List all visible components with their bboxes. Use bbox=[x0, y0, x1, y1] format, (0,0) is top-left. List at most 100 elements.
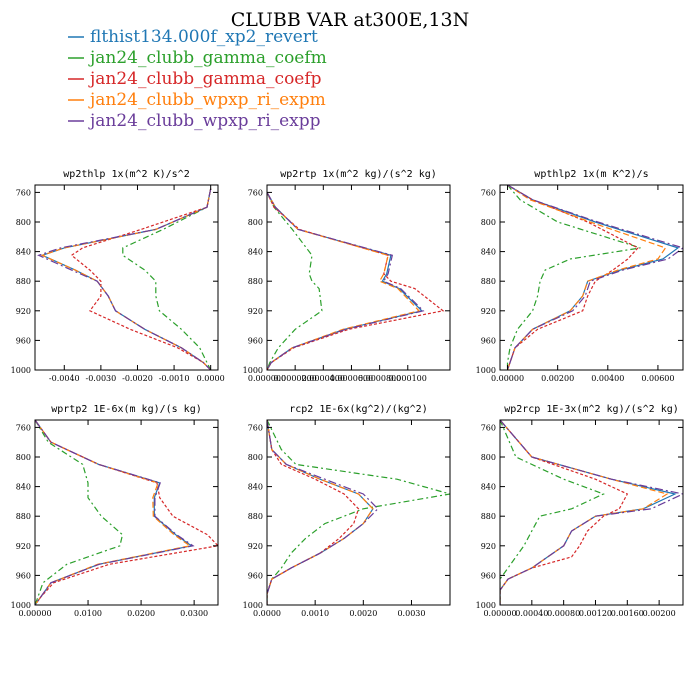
y-tick-label: 840 bbox=[481, 483, 496, 492]
x-tick-label: 0.0030 bbox=[397, 609, 425, 618]
y-tick-label: 840 bbox=[16, 483, 31, 492]
series-line bbox=[500, 420, 669, 605]
x-tick-label: 0.0010 bbox=[301, 609, 329, 618]
x-tick-label: 0.000000 bbox=[248, 374, 286, 383]
y-tick-label: 1000 bbox=[243, 366, 263, 375]
y-tick-label: 880 bbox=[248, 277, 263, 286]
series-line bbox=[506, 185, 680, 370]
y-tick-label: 760 bbox=[16, 188, 31, 197]
series-line bbox=[500, 420, 677, 605]
x-tick-label: 0.0000800 bbox=[358, 374, 401, 383]
series-line bbox=[35, 420, 124, 605]
plot-frame bbox=[499, 184, 684, 371]
x-tick-label: 0.0000200 bbox=[274, 374, 317, 383]
series-line bbox=[506, 185, 641, 370]
x-tick-label: -0.0020 bbox=[122, 374, 153, 383]
x-tick-label: 0.0000 bbox=[253, 609, 281, 618]
y-tick-label: 760 bbox=[248, 423, 263, 432]
legend-label: jan24_clubb_wpxp_ri_expp bbox=[88, 111, 321, 131]
y-tick-label: 800 bbox=[248, 218, 263, 227]
x-tick-label: 0.00200 bbox=[541, 374, 574, 383]
x-tick-label: 0.00600 bbox=[641, 374, 674, 383]
panel: wp2rtp 1x(m^2 kg)/(s^2 kg) 760 800 840 880 92… bbox=[243, 169, 451, 383]
x-tick-label: 0.00040 bbox=[515, 609, 548, 618]
plot-frame bbox=[34, 184, 219, 371]
x-tick-label: 0.00000 bbox=[18, 609, 51, 618]
legend-item: jan24_clubb_gamma_coefm bbox=[68, 48, 327, 68]
y-tick-label: 800 bbox=[16, 453, 31, 462]
panel-title: wpthlp2 1x(m K^2)/s bbox=[534, 169, 648, 180]
plot-frame bbox=[266, 184, 451, 371]
x-tick-label: 0.00000 bbox=[483, 609, 516, 618]
series-line bbox=[267, 192, 425, 370]
y-tick-label: 880 bbox=[248, 512, 263, 521]
legend-item: jan24_clubb_wpxp_ri_expm bbox=[68, 90, 326, 110]
y-tick-label: 960 bbox=[481, 571, 496, 580]
y-tick-label: 920 bbox=[481, 542, 496, 551]
series-group bbox=[506, 185, 683, 370]
legend-item: jan24_clubb_gamma_coefp bbox=[68, 69, 322, 89]
x-tick-label: 0.00080 bbox=[547, 609, 580, 618]
x-tick-label: 0.0100 bbox=[74, 609, 102, 618]
y-tick-label: 960 bbox=[16, 336, 31, 345]
y-tick-label: 880 bbox=[481, 277, 496, 286]
y-tick-label: 920 bbox=[248, 542, 263, 551]
y-tick-label: 800 bbox=[481, 453, 496, 462]
panel: wp2rcp 1E-3x(m^2 kg)/(s^2 kg) 760 800 840 88… bbox=[476, 404, 684, 618]
x-tick-label: -0.0040 bbox=[49, 374, 80, 383]
y-tick-label: 920 bbox=[248, 307, 263, 316]
series-line bbox=[267, 192, 445, 370]
panel: wpthlp2 1x(m K^2)/s 760 800 840 880 920 960 100… bbox=[476, 169, 684, 383]
panel: rcp2 1E-6x(kg^2)/(kg^2) 760 800 840 880 920 96… bbox=[243, 404, 451, 618]
y-tick-label: 960 bbox=[16, 571, 31, 580]
y-tick-label: 880 bbox=[16, 512, 31, 521]
y-tick-label: 760 bbox=[481, 188, 496, 197]
figure-title: CLUBB VAR at300E,13N bbox=[231, 9, 470, 31]
series-group bbox=[35, 420, 218, 605]
panel-title: wp2rtp 1x(m^2 kg)/(s^2 kg) bbox=[280, 169, 437, 180]
plot-frame bbox=[499, 419, 684, 606]
series-line bbox=[267, 192, 323, 370]
series-line bbox=[122, 188, 212, 370]
series-line bbox=[35, 420, 195, 605]
series-group bbox=[37, 188, 212, 370]
y-tick-label: 760 bbox=[481, 423, 496, 432]
x-tick-label: 0.00160 bbox=[611, 609, 644, 618]
legend-item: flthist134.000f_xp2_revert bbox=[68, 27, 318, 47]
plot-frame bbox=[266, 419, 451, 606]
x-tick-label: 0.00400 bbox=[591, 374, 624, 383]
y-tick-label: 920 bbox=[16, 542, 31, 551]
y-tick-label: 840 bbox=[16, 248, 31, 257]
x-tick-label: 0.0000600 bbox=[330, 374, 373, 383]
y-tick-label: 880 bbox=[16, 277, 31, 286]
series-line bbox=[506, 185, 667, 370]
legend-label: jan24_clubb_gamma_coefm bbox=[88, 48, 327, 68]
series-line bbox=[500, 420, 683, 605]
series-line bbox=[506, 185, 683, 370]
plot-frame bbox=[34, 419, 219, 606]
panels: wp2thlp 1x(m^2 K)/s^2 760 800 840 880 920 960 1… bbox=[11, 169, 684, 618]
legend-label: jan24_clubb_gamma_coefp bbox=[88, 69, 322, 89]
x-tick-label: 0.000100 bbox=[389, 374, 427, 383]
series-group bbox=[267, 192, 445, 370]
legend: flthist134.000f_xp2_revertjan24_clubb_ga… bbox=[68, 27, 327, 131]
y-tick-label: 880 bbox=[481, 512, 496, 521]
y-tick-label: 800 bbox=[16, 218, 31, 227]
series-line bbox=[35, 420, 193, 605]
y-tick-label: 1000 bbox=[476, 601, 496, 610]
y-tick-label: 920 bbox=[16, 307, 31, 316]
x-tick-label: 0.0000 bbox=[197, 374, 225, 383]
panel-title: wp2rcp 1E-3x(m^2 kg)/(s^2 kg) bbox=[504, 404, 679, 415]
y-tick-label: 840 bbox=[481, 248, 496, 257]
legend-item: jan24_clubb_wpxp_ri_expp bbox=[68, 111, 321, 131]
y-tick-label: 1000 bbox=[243, 601, 263, 610]
series-line bbox=[267, 192, 421, 370]
x-tick-label: 0.0300 bbox=[180, 609, 208, 618]
x-tick-label: 0.0020 bbox=[349, 609, 377, 618]
y-tick-label: 960 bbox=[481, 336, 496, 345]
series-group bbox=[267, 420, 450, 605]
series-line bbox=[500, 420, 605, 605]
x-tick-label: 0.00120 bbox=[579, 609, 612, 618]
panel-title: rcp2 1E-6x(kg^2)/(kg^2) bbox=[289, 404, 427, 415]
y-tick-label: 800 bbox=[248, 453, 263, 462]
